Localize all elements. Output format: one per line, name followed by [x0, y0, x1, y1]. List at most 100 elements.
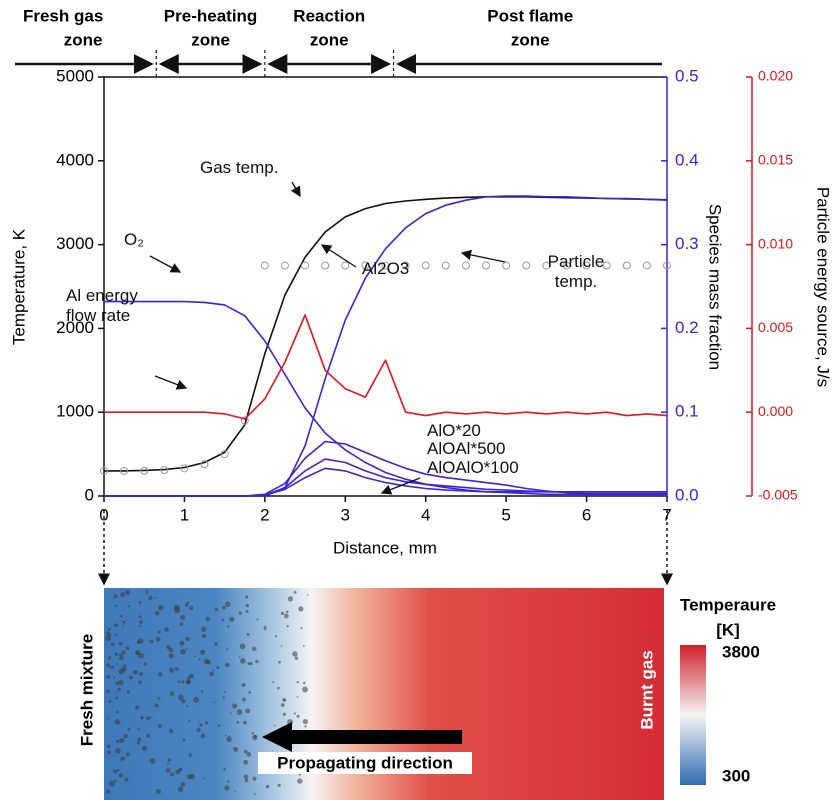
particle: [177, 786, 184, 793]
particle: [110, 642, 115, 647]
particle: [106, 744, 111, 749]
particle: [105, 635, 112, 642]
annotation-arrow: [380, 477, 421, 495]
particle: [194, 655, 196, 658]
particle: [174, 666, 179, 671]
particle: [125, 646, 130, 651]
particle: [280, 611, 285, 616]
particle-marker: [321, 261, 330, 270]
particle: [165, 767, 171, 773]
particle: [287, 596, 294, 602]
particle: [114, 718, 121, 725]
particle: [182, 738, 186, 742]
particle: [158, 605, 164, 611]
particle: [118, 653, 123, 658]
particle: [229, 712, 232, 715]
particle: [300, 627, 303, 630]
x-tick-label: 7: [662, 505, 671, 524]
particle: [114, 779, 117, 783]
particle: [186, 705, 189, 708]
zone-word: zone: [310, 30, 349, 49]
x-tick-label: 0: [99, 505, 108, 524]
particle: [205, 616, 211, 622]
series-line: [104, 440, 667, 497]
label-box: [258, 752, 472, 774]
particle: [251, 732, 255, 735]
particle-marker: [582, 261, 591, 270]
particle: [225, 734, 227, 737]
particle: [117, 679, 124, 686]
x-axis-title: Distance, mm: [333, 538, 437, 557]
particle: [227, 625, 230, 628]
particle: [302, 718, 309, 725]
particle: [199, 723, 203, 727]
particle: [204, 721, 209, 725]
particle: [196, 727, 201, 732]
y3-tick-label: 0.020: [758, 68, 793, 84]
y2-tick-label: 0.0: [675, 485, 699, 504]
particle: [198, 658, 201, 661]
particle: [123, 664, 127, 667]
particle: [236, 709, 243, 715]
particle: [116, 692, 118, 694]
particle: [185, 636, 190, 642]
particle: [120, 656, 125, 661]
particle: [248, 691, 251, 694]
series-label: Al2O3: [362, 259, 410, 278]
particle-marker: [562, 261, 571, 270]
particle: [278, 660, 281, 664]
x-tick-label: 5: [501, 505, 510, 524]
particle: [125, 752, 131, 757]
particle: [189, 773, 196, 780]
series-line: [104, 196, 668, 472]
particle: [128, 675, 133, 680]
particle-marker: [461, 261, 470, 270]
zone-name: Pre-heating: [164, 6, 258, 25]
y2-tick-label: 0.1: [675, 402, 699, 421]
x-tick-label: 2: [260, 505, 269, 524]
particle: [284, 613, 289, 619]
particle: [108, 633, 112, 637]
colorbar-title: Temperaure: [680, 595, 776, 614]
zone-word: zone: [64, 30, 103, 49]
series-label: Al energy flow rate: [66, 286, 138, 325]
particle: [293, 712, 296, 715]
particle: [173, 604, 180, 611]
annotation-arrow: [320, 244, 357, 268]
particle: [241, 683, 246, 688]
particle: [298, 606, 304, 612]
particle-marker: [482, 261, 491, 270]
particle: [137, 727, 140, 731]
particle: [170, 772, 175, 777]
y-tick-label: 4000: [56, 150, 94, 169]
particles: [105, 589, 310, 796]
particle: [168, 728, 174, 734]
particle: [169, 667, 175, 673]
particle: [282, 712, 287, 716]
particle: [124, 777, 129, 782]
particle: [126, 690, 131, 694]
particle: [221, 618, 225, 622]
particle-marker: [280, 261, 289, 270]
particle: [110, 665, 115, 670]
particle: [251, 646, 257, 652]
particle: [188, 719, 191, 723]
panel-left-label: Fresh mixture: [77, 634, 96, 746]
particle: [265, 784, 270, 789]
particle: [229, 616, 235, 622]
particle: [193, 696, 200, 703]
y-axis-title: Temperature, K: [9, 228, 28, 345]
particle: [118, 641, 123, 646]
y-tick-label: 0: [85, 485, 94, 504]
series-label: Particle temp.: [547, 252, 605, 291]
zone-name: Fresh gas: [23, 6, 103, 25]
particle-marker: [622, 261, 631, 270]
particle: [214, 642, 218, 646]
particle: [106, 689, 110, 694]
particle: [136, 640, 140, 644]
particle: [120, 592, 126, 598]
series-line: [104, 195, 668, 497]
x-tick-label: 4: [421, 505, 430, 524]
particle: [252, 734, 258, 741]
